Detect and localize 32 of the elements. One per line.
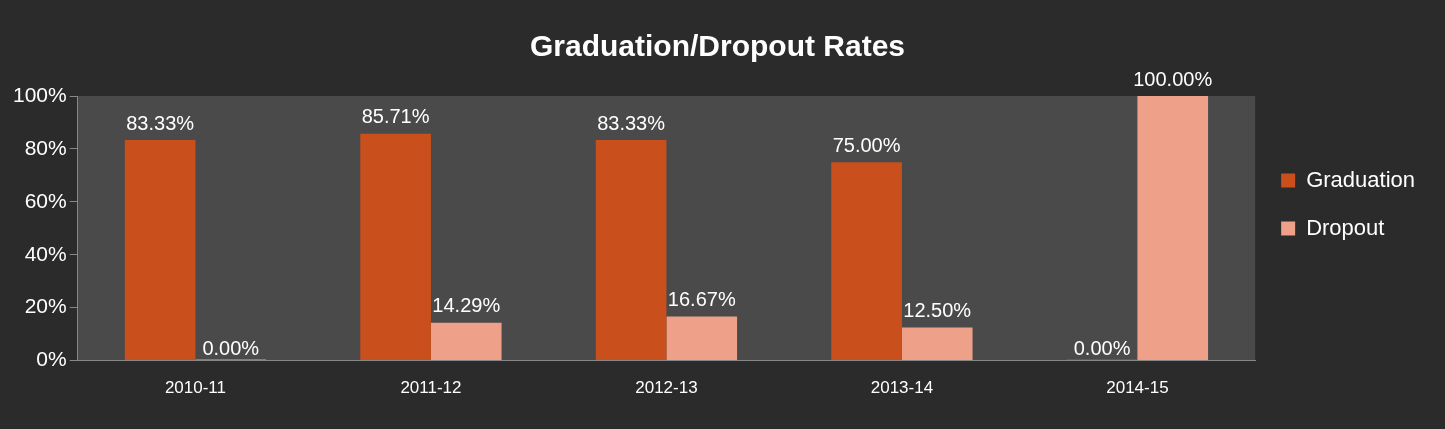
data-label: 75.00% — [832, 133, 901, 156]
bar — [124, 140, 196, 361]
x-tick-label: 2010-11 — [164, 378, 227, 398]
legend-label: Dropout — [1306, 214, 1385, 240]
legend-label: Graduation — [1306, 166, 1416, 192]
data-label: 83.33% — [126, 111, 195, 134]
chart-title: Graduation/Dropout Rates — [529, 29, 906, 63]
x-tick-label: 2013-14 — [870, 378, 934, 398]
y-tick-label: 60% — [24, 188, 67, 212]
data-label: 0.00% — [202, 337, 260, 360]
bar — [831, 162, 902, 361]
y-tick-label: 80% — [24, 135, 67, 159]
bar — [901, 327, 973, 361]
bar — [666, 316, 738, 361]
bar — [595, 140, 667, 361]
x-tick-label: 2014-15 — [1106, 378, 1169, 398]
data-label: 14.29% — [432, 294, 501, 317]
bar — [360, 133, 431, 361]
y-tick-label: 20% — [24, 294, 67, 318]
data-label: 16.67% — [667, 288, 736, 311]
data-label: 100.00% — [1133, 67, 1213, 90]
y-tick-label: 40% — [24, 241, 67, 265]
data-label: 12.50% — [903, 299, 972, 322]
data-label: 83.33% — [597, 111, 666, 134]
x-tick-label: 2012-13 — [635, 378, 698, 398]
y-tick-label: 100% — [12, 82, 67, 106]
x-tick-label: 2011-12 — [400, 378, 462, 398]
bar — [430, 322, 502, 361]
data-label: 85.71% — [361, 105, 430, 128]
y-tick-label: 0% — [36, 347, 67, 371]
bar — [1137, 96, 1209, 361]
data-label: 0.00% — [1073, 337, 1131, 360]
